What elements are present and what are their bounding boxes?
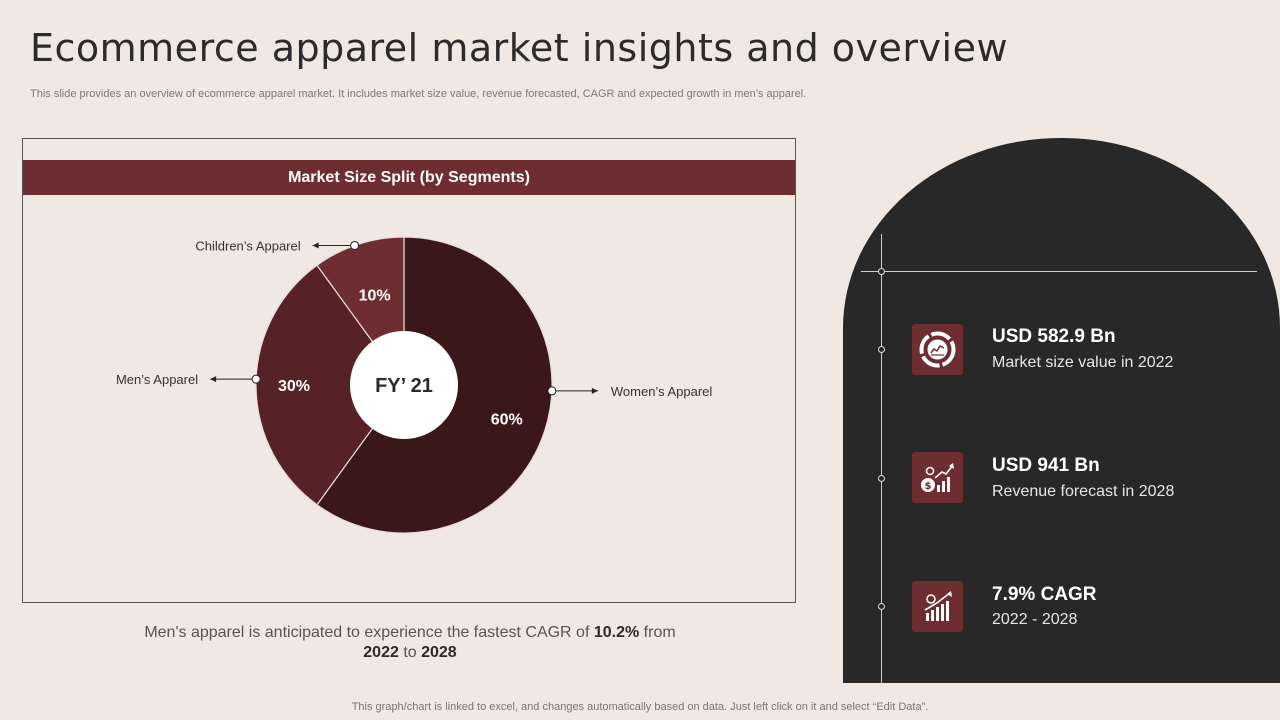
page-title: Ecommerce apparel market insights and ov… — [30, 26, 1009, 70]
stat-revenue-value: USD 941 Bn — [992, 455, 1100, 476]
svg-text:$: $ — [925, 481, 932, 492]
pie-center — [350, 331, 458, 439]
divider-line — [861, 271, 1257, 272]
footer-note: This graph/chart is linked to excel, and… — [351, 701, 929, 713]
pie-chart: FY’ 21 60% 30% 10% Women’s Apparel Men’s Appa… — [116, 236, 713, 534]
timeline-dot — [878, 475, 885, 482]
pie-center-label: FY’ 21 — [375, 375, 433, 397]
callout-arrow-womens-apparel — [591, 387, 598, 394]
pie-value-label-mens-apparel: 30% — [278, 378, 310, 395]
timeline-dot — [878, 603, 885, 610]
caption-from: from — [639, 624, 676, 641]
category-label-childrens-apparel: Children’s Apparel — [195, 238, 300, 253]
caption-year-end: 2028 — [421, 644, 457, 661]
chart-title: Market Size Split (by Segments) — [23, 160, 795, 195]
stat-cagr-label: 2022 - 2028 — [992, 611, 1078, 628]
pie-slice-mens-apparel — [255, 264, 405, 506]
stat-cagr-value: 7.9% CAGR — [992, 584, 1097, 605]
category-label-womens-apparel: Women’s Apparel — [611, 384, 713, 399]
stat-revenue-label: Revenue forecast in 2028 — [992, 483, 1175, 500]
callout-dot-childrens-apparel — [350, 240, 360, 250]
chart-panel: Market Size Split (by Segments) FY’ 21 60… — [22, 138, 796, 603]
pie-chart-icon — [912, 324, 963, 375]
category-label-mens-apparel: Men’s Apparel — [116, 372, 198, 387]
stat-market-size-label: Market size value in 2022 — [992, 354, 1174, 371]
pie-value-label-womens-apparel: 60% — [491, 411, 523, 428]
callout-arrow-childrens-apparel — [312, 242, 319, 249]
bar-growth-icon — [912, 581, 963, 632]
callout-dot-mens-apparel — [251, 374, 261, 384]
caption-text: Men's apparel is anticipated to experien… — [144, 624, 594, 641]
callout-arrow-mens-apparel — [210, 376, 217, 383]
cagr-caption: Men's apparel is anticipated to experien… — [100, 623, 720, 663]
pie-value-label-childrens-apparel: 10% — [359, 288, 391, 305]
timeline-dot — [878, 268, 885, 275]
caption-year-start: 2022 — [363, 644, 399, 661]
money-growth-icon: $ — [912, 452, 963, 503]
caption-to: to — [398, 644, 422, 661]
callout-dot-womens-apparel — [547, 386, 557, 396]
caption-cagr: 10.2% — [593, 624, 640, 641]
timeline-line — [881, 234, 882, 683]
stat-market-size-value: USD 582.9 Bn — [992, 326, 1116, 347]
timeline-dot — [878, 346, 885, 353]
page-subtitle: This slide provides an overview of ecomm… — [30, 88, 807, 100]
